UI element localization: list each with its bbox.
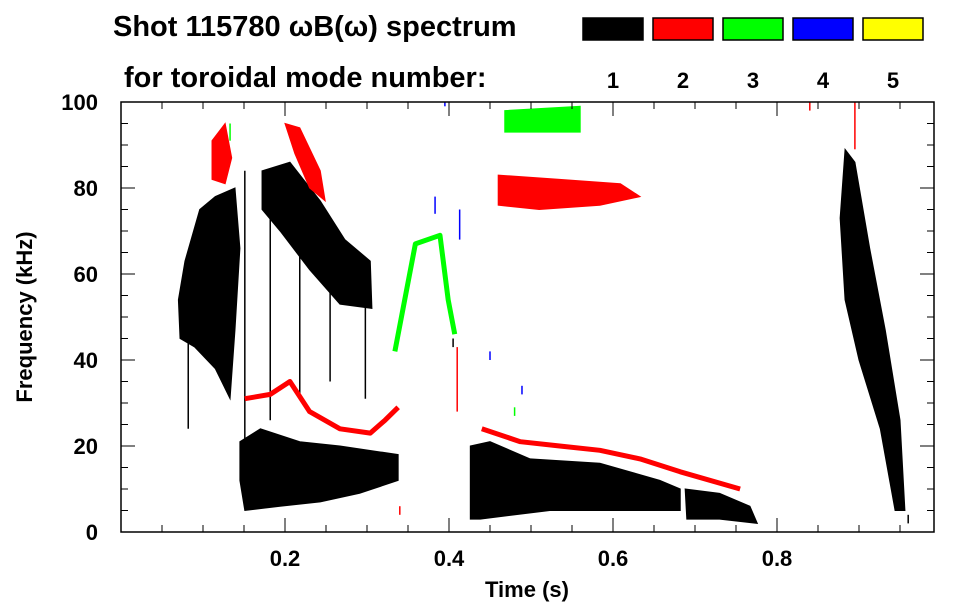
y-tick-label: 60: [74, 262, 98, 287]
legend-swatch-mode-3: [722, 17, 784, 41]
spectral-region-n=3: [504, 105, 581, 133]
spectral-track-n=3: [392, 232, 458, 352]
spectral-track-n=2: [244, 379, 400, 436]
spectral-region-n=1: [239, 428, 399, 512]
spectral-region-n=1: [684, 488, 759, 524]
y-tick-label: 80: [74, 176, 98, 201]
x-tick-label: 0.2: [270, 546, 301, 571]
legend-label-mode-2: 2: [677, 68, 689, 93]
legend-label-mode-4: 4: [817, 68, 830, 93]
x-tick-label: 0.6: [598, 546, 629, 571]
spectral-region-n=2: [497, 174, 642, 211]
spectral-region-n=1: [469, 441, 681, 520]
legend-swatch-mode-5: [862, 17, 924, 41]
spectral-region-n=2: [284, 122, 326, 203]
legend-swatch-mode-4: [792, 17, 854, 41]
spectrogram-marks: [177, 102, 909, 524]
legend: 1 2 3 4 5: [582, 17, 924, 93]
y-tick-label: 20: [74, 434, 98, 459]
spectral-track-n=2: [481, 426, 741, 492]
axes: 0.2 0.4 0.6 0.8 0 20 40 60 80 100: [61, 90, 934, 571]
y-axis-label: Frequency (kHz): [12, 231, 37, 402]
x-axis-label: Time (s): [485, 577, 569, 602]
y-tick-label: 100: [61, 90, 98, 115]
legend-label-mode-3: 3: [747, 68, 759, 93]
legend-swatch-mode-2: [652, 17, 714, 41]
chart-title: Shot 115780 ωB(ω) spectrum: [113, 11, 517, 43]
spectral-region-n=1: [177, 187, 241, 401]
legend-swatch-mode-1: [582, 17, 644, 41]
spectral-region-n=2: [211, 122, 233, 185]
legend-label-mode-5: 5: [887, 68, 899, 93]
y-tick-label: 40: [74, 348, 98, 373]
legend-label-mode-1: 1: [607, 68, 619, 93]
y-tick-label: 0: [86, 520, 98, 545]
x-tick-label: 0.4: [434, 546, 465, 571]
x-tick-label: 0.8: [762, 546, 793, 571]
spectral-region-n=1: [839, 147, 906, 511]
chart-subtitle: for toroidal mode number:: [124, 62, 487, 94]
